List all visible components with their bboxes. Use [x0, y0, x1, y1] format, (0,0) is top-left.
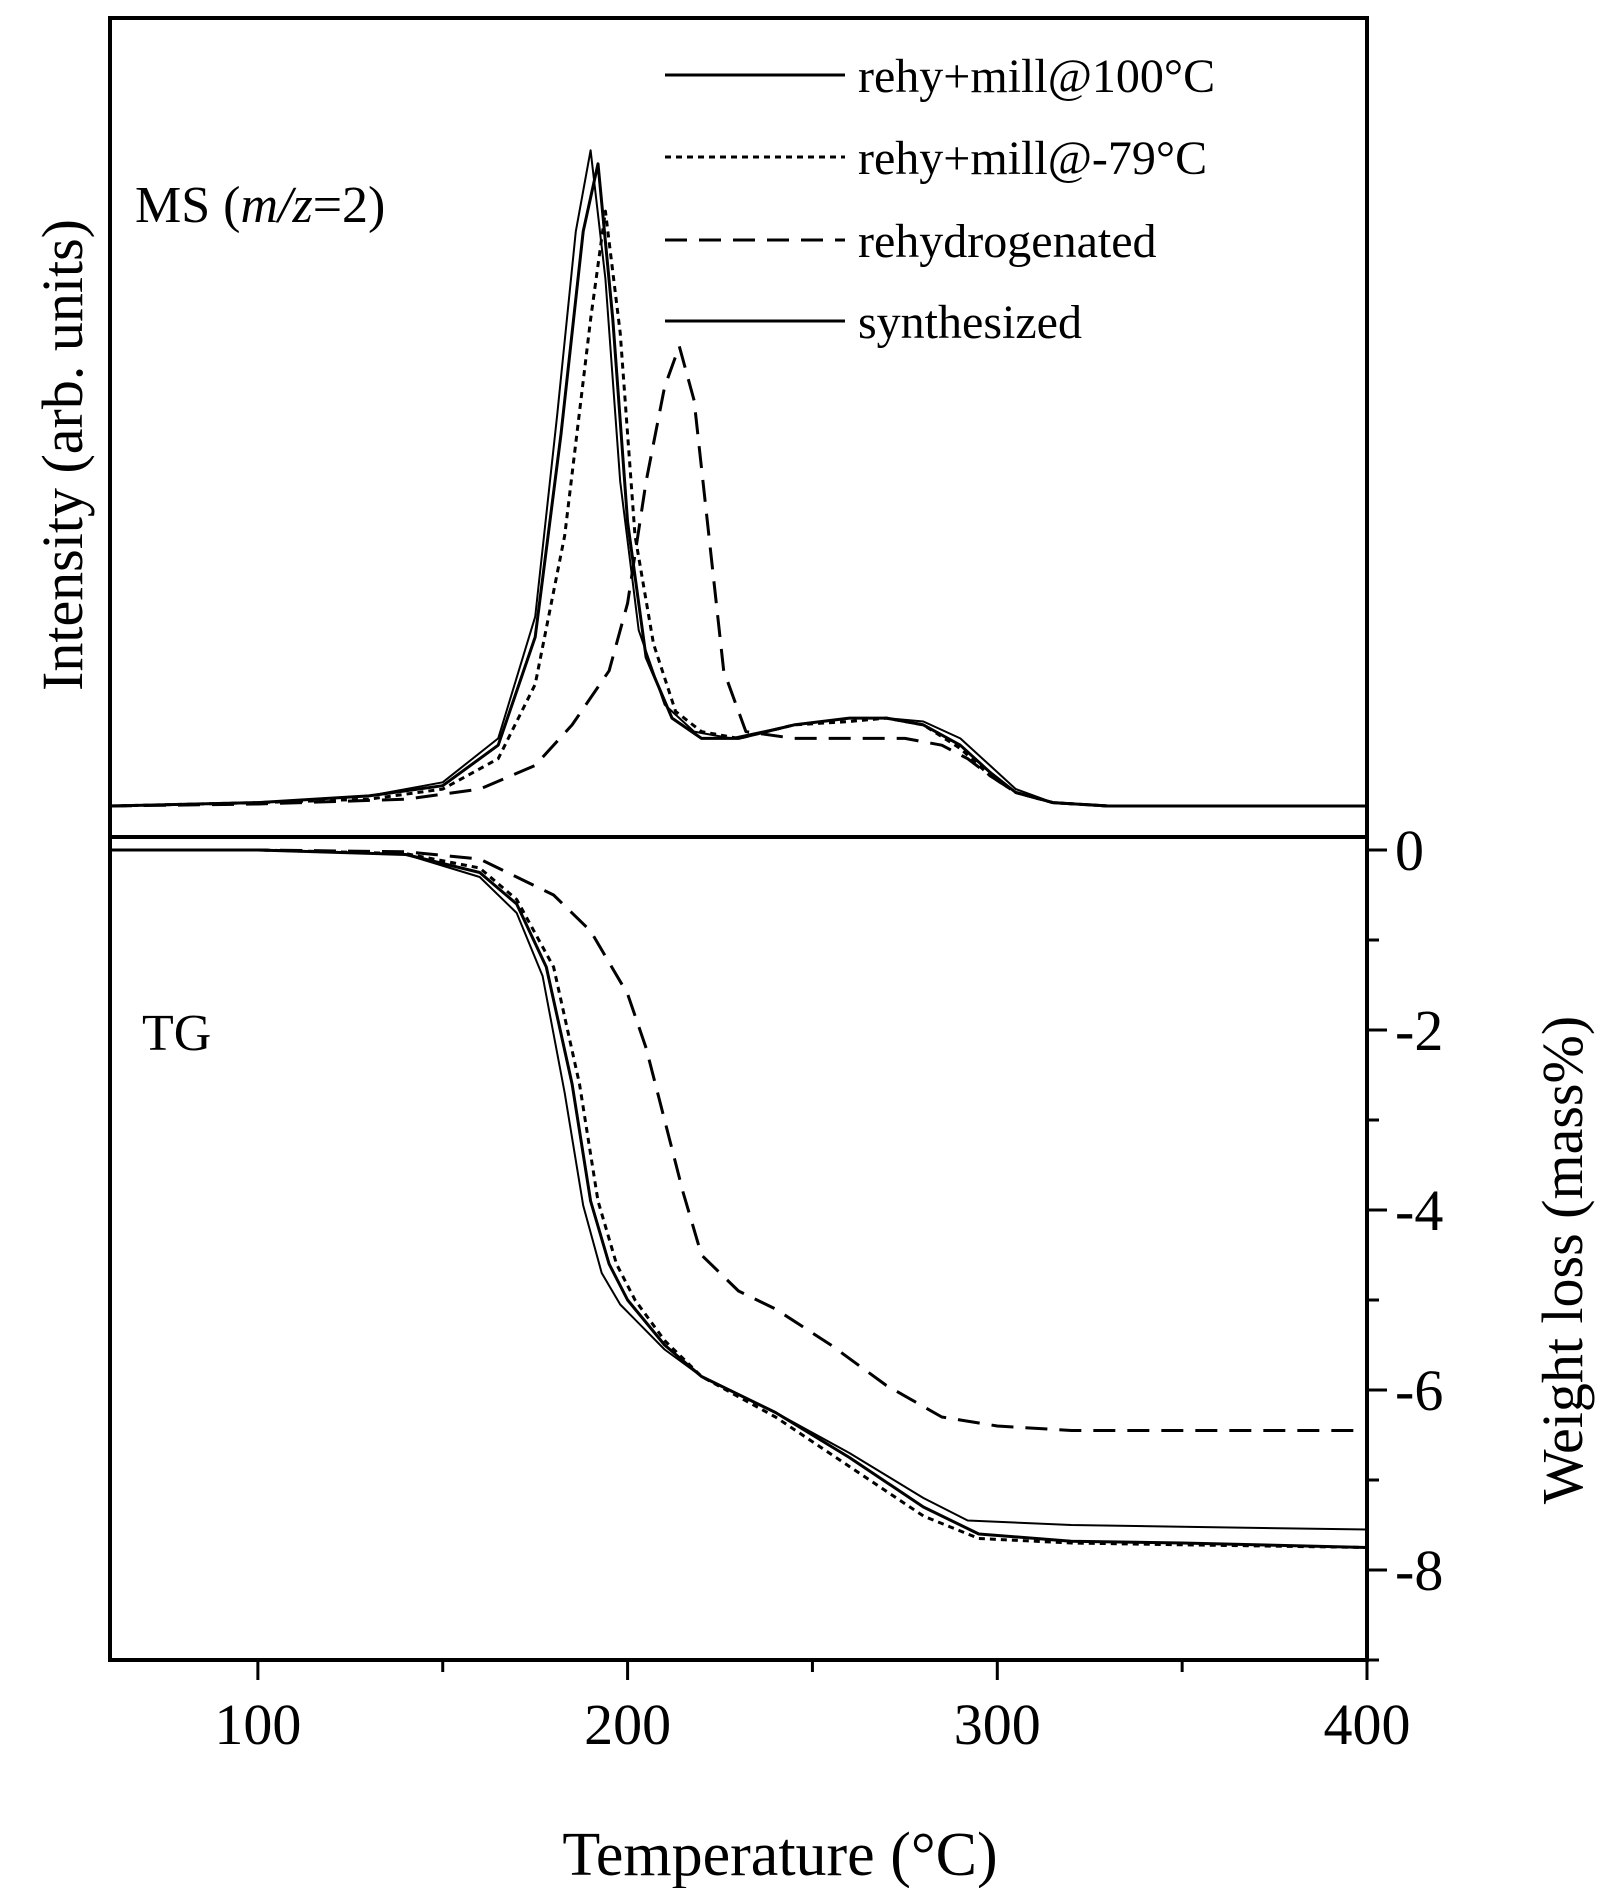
tg-panel-label: TG	[142, 1005, 211, 1062]
x-axis-title: Temperature (°C)	[562, 1821, 997, 1888]
tg-series-rehy-mill-79-c	[110, 848, 1368, 1549]
x-tick-label-200: 200	[584, 1692, 671, 1757]
y-tick-label-0: 0	[1395, 818, 1424, 883]
y-tick-label--8: -8	[1395, 1538, 1443, 1603]
tg-series-rehydrogenated	[110, 848, 1367, 1432]
ms-series-synthesized	[109, 149, 1367, 807]
legend: rehy+mill@100°C rehy+mill@-79°C rehydrog…	[665, 50, 1215, 349]
left-y-axis-title: Intensity (arb. units)	[30, 219, 95, 691]
x-tick-label-400: 400	[1324, 1692, 1411, 1757]
legend-label-rehy-mill-minus79: rehy+mill@-79°C	[858, 132, 1207, 185]
y-tick-label--2: -2	[1395, 998, 1443, 1063]
ms-series-group	[109, 149, 1367, 808]
plot-frame	[108, 16, 1369, 1662]
tg-series-group	[110, 848, 1368, 1549]
tick-group: 100 200 300 400 0 -2 -4 -6 -8	[214, 818, 1443, 1757]
y-tick-label--4: -4	[1395, 1178, 1443, 1243]
tg-series-synthesized	[110, 849, 1368, 1531]
ms-series-rehy-mill-79-c	[109, 209, 1367, 808]
x-tick-label-100: 100	[214, 1692, 301, 1757]
legend-label-rehydrogenated: rehydrogenated	[858, 215, 1157, 268]
ms-series-rehy-mill-100-c	[109, 162, 1367, 808]
ms-panel-label: MS (m/z=2)	[135, 177, 385, 234]
x-tick-label-300: 300	[954, 1692, 1041, 1757]
legend-label-rehy-mill-100: rehy+mill@100°C	[858, 50, 1215, 103]
right-y-axis-title: Weight loss (mass%)	[1530, 1016, 1595, 1504]
ms-series-rehydrogenated	[109, 344, 1367, 808]
legend-label-synthesized: synthesized	[858, 296, 1082, 349]
tg-series-rehy-mill-100-c	[110, 848, 1368, 1549]
y-tick-label--6: -6	[1395, 1358, 1443, 1423]
